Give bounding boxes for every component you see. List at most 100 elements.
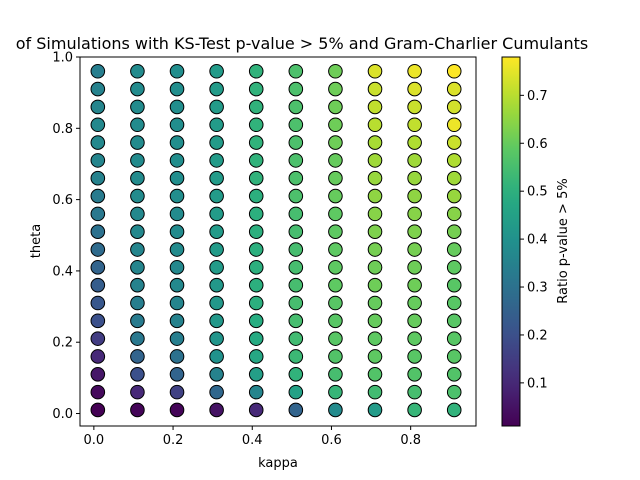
data-point <box>130 402 145 418</box>
data-point <box>367 99 383 115</box>
data-point <box>169 367 185 382</box>
data-point <box>209 99 224 115</box>
data-point <box>407 260 422 275</box>
data-point <box>209 331 224 346</box>
data-point <box>90 402 106 418</box>
data-point <box>130 170 145 186</box>
data-point <box>209 260 224 275</box>
data-point <box>288 242 304 257</box>
data-point <box>446 242 462 257</box>
data-point <box>209 153 224 168</box>
data-point <box>407 295 422 311</box>
data-point <box>407 99 422 115</box>
x-tick-label: 0.4 <box>242 433 263 448</box>
chart-title: of Simulations with KS-Test p-value > 5%… <box>16 34 588 53</box>
data-point <box>407 153 422 168</box>
data-point <box>367 331 383 346</box>
data-point <box>248 295 264 311</box>
data-point <box>328 224 343 239</box>
data-point <box>130 277 145 293</box>
data-point <box>130 81 145 97</box>
x-tick-label: 0.2 <box>163 433 184 448</box>
data-point <box>90 331 106 346</box>
data-point <box>446 206 462 222</box>
data-point <box>90 99 106 115</box>
data-point <box>446 117 462 133</box>
data-point <box>130 349 145 364</box>
data-point <box>407 242 422 257</box>
data-point <box>328 367 343 382</box>
data-point <box>169 170 185 186</box>
data-point <box>446 99 462 115</box>
data-point <box>288 384 304 400</box>
data-point <box>248 349 264 364</box>
data-point <box>90 277 106 293</box>
data-point <box>90 224 106 239</box>
data-point <box>407 117 422 133</box>
data-point <box>446 313 462 329</box>
data-point <box>446 135 462 150</box>
data-point <box>169 277 185 293</box>
data-point <box>288 224 304 239</box>
data-point <box>90 384 106 400</box>
data-point <box>367 367 383 382</box>
data-point <box>248 188 264 204</box>
data-point <box>328 331 343 346</box>
data-point <box>407 331 422 346</box>
y-axis-ticks: 0.0 0.2 0.4 0.6 0.8 1.0 <box>52 51 80 422</box>
data-point <box>367 206 383 222</box>
data-point <box>328 402 343 418</box>
data-point <box>367 135 383 150</box>
x-tick-label: 0.0 <box>84 433 105 448</box>
data-point <box>130 135 145 150</box>
data-point <box>328 153 343 168</box>
data-point <box>407 313 422 329</box>
data-point <box>90 135 106 150</box>
data-point <box>248 63 264 79</box>
data-point <box>130 188 145 204</box>
data-point <box>328 206 343 222</box>
data-point <box>130 242 145 257</box>
data-point <box>288 135 304 150</box>
data-point <box>248 117 264 133</box>
data-point <box>90 242 106 257</box>
colorbar-tick-label: 0.7 <box>527 89 548 104</box>
data-point <box>248 260 264 275</box>
data-point <box>367 188 383 204</box>
x-axis-ticks: 0.0 0.2 0.4 0.6 0.8 <box>84 426 421 448</box>
data-point <box>407 135 422 150</box>
data-point <box>248 224 264 239</box>
data-point <box>130 367 145 382</box>
data-point <box>328 242 343 257</box>
data-point <box>288 99 304 115</box>
data-point <box>169 63 185 79</box>
data-point <box>446 81 462 97</box>
colorbar-ticks: 0.1 0.2 0.3 0.4 0.5 0.6 0.7 <box>520 89 548 391</box>
data-point <box>169 349 185 364</box>
data-point <box>130 313 145 329</box>
data-point <box>248 242 264 257</box>
data-point <box>209 81 224 97</box>
data-point <box>130 117 145 133</box>
data-point <box>288 277 304 293</box>
y-tick-label: 0.4 <box>52 264 73 279</box>
data-point <box>328 170 343 186</box>
data-point <box>248 170 264 186</box>
data-point <box>446 349 462 364</box>
data-point <box>446 331 462 346</box>
data-point <box>367 402 383 418</box>
y-tick-label: 0.2 <box>52 336 73 351</box>
data-point <box>169 260 185 275</box>
data-point <box>248 331 264 346</box>
data-point <box>209 242 224 257</box>
data-point <box>407 81 422 97</box>
data-point <box>288 117 304 133</box>
data-point <box>288 81 304 97</box>
data-point <box>248 402 264 418</box>
data-point <box>446 402 462 418</box>
data-point <box>446 170 462 186</box>
data-point <box>367 349 383 364</box>
data-point <box>407 402 422 418</box>
data-point <box>169 331 185 346</box>
y-tick-label: 1.0 <box>52 51 73 66</box>
